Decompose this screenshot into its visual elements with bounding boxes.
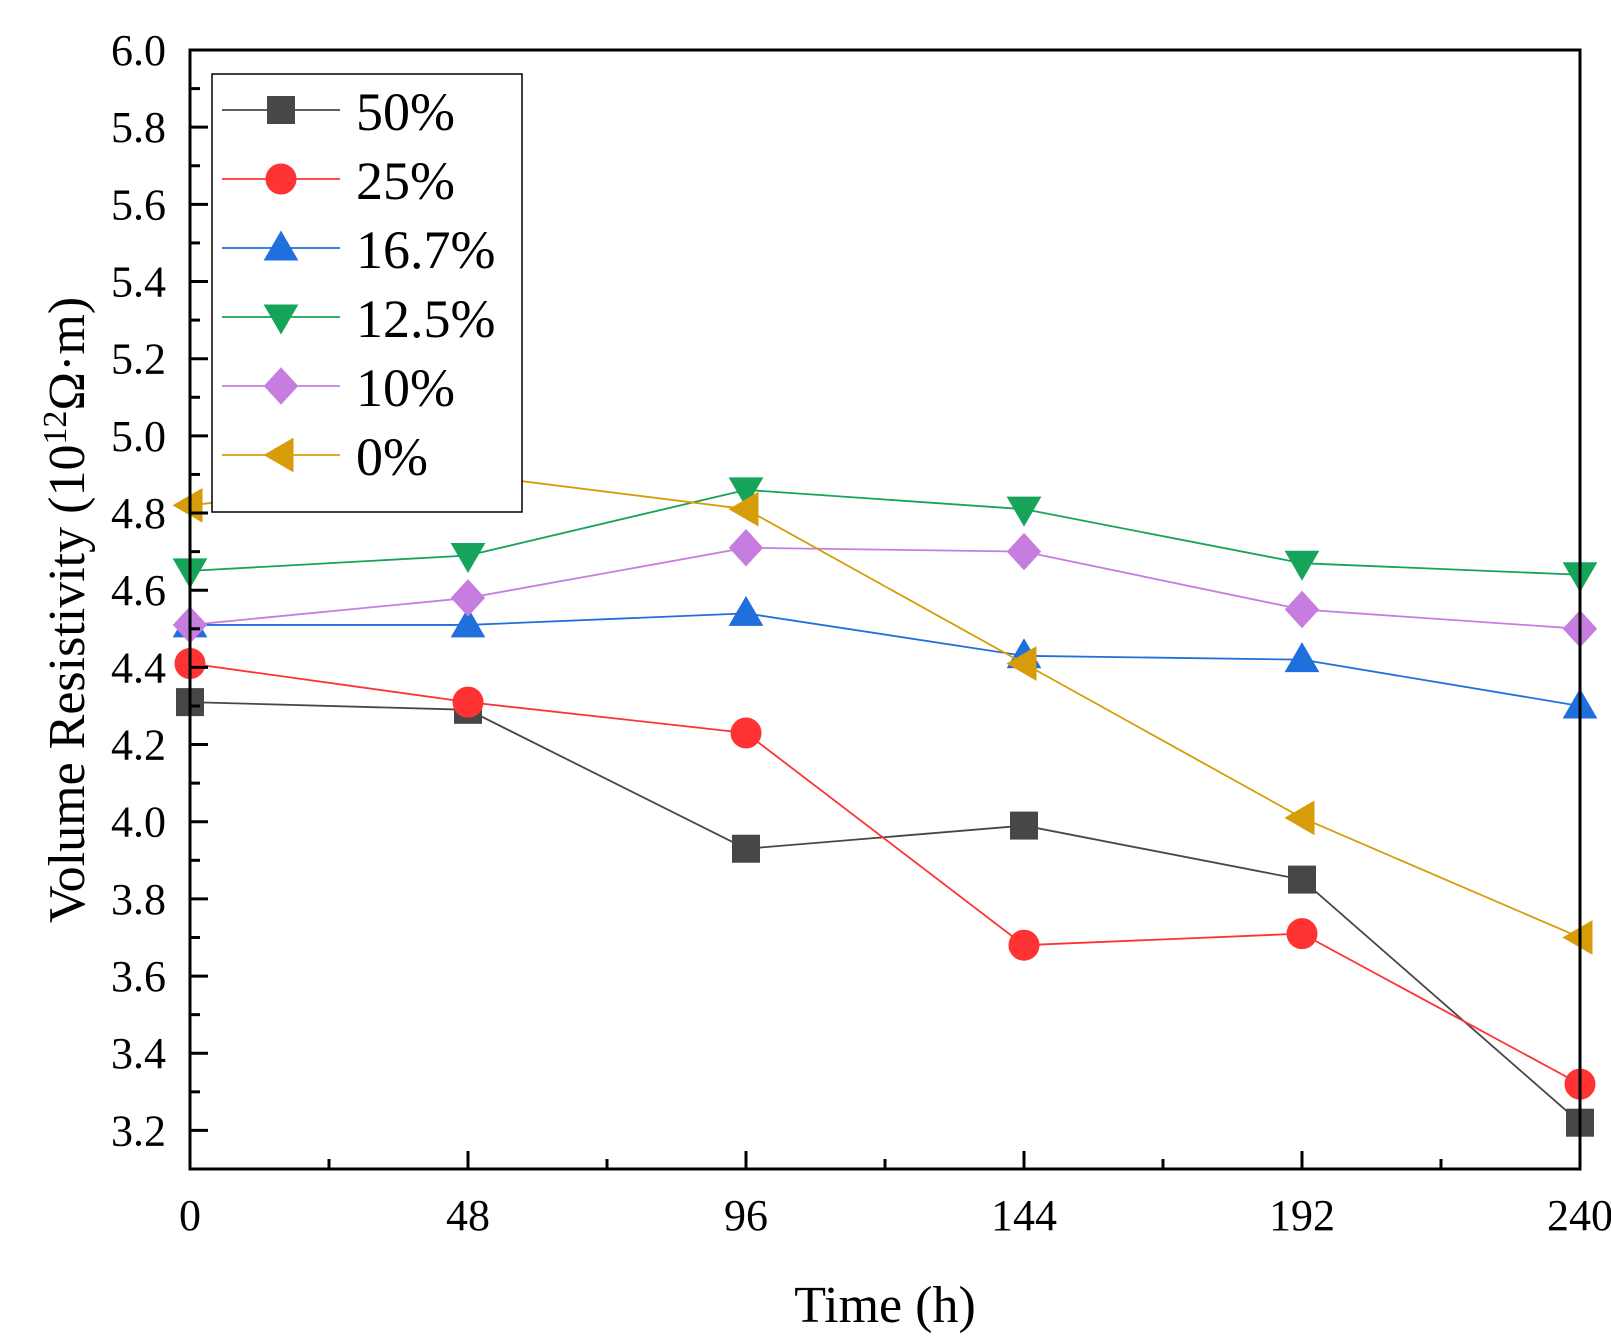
- data-point-25pct: [452, 686, 484, 718]
- legend-marker: [263, 437, 294, 473]
- y-axis-ticks: 3.2 3.4 3.6 3.8 4.0 4.2 4.4 4.6 4.8 5.0 5.2 5.4 5.6 5…: [111, 26, 208, 1155]
- y-tick-label: 3.2: [111, 1106, 166, 1155]
- y-tick-label: 3.4: [111, 1029, 166, 1078]
- y-tick-label: 3.8: [111, 875, 166, 924]
- data-point-10pct: [450, 579, 486, 617]
- x-tick-label: 0: [179, 1191, 201, 1240]
- legend-marker: [265, 163, 297, 195]
- y-axis-title-suffix: Ω·m): [39, 297, 96, 411]
- legend-label: 0%: [356, 427, 428, 487]
- y-tick-label: 4.2: [111, 721, 166, 770]
- x-axis-title: Time (h): [794, 1277, 976, 1334]
- legend-label: 10%: [356, 358, 455, 418]
- legend-label: 16.7%: [356, 220, 495, 280]
- data-point-16-7pct: [450, 607, 486, 638]
- data-point-0pct: [1562, 920, 1593, 955]
- series-line-16-7pct: [190, 612, 1581, 707]
- series-0pct: [172, 457, 1593, 955]
- y-tick-label: 3.6: [111, 952, 166, 1001]
- x-tick-label: 48: [446, 1191, 490, 1240]
- data-point-0pct: [172, 487, 203, 523]
- legend: 50% 25% 16.7% 12.5% 10% 0%: [211, 73, 523, 513]
- series-line-10pct: [189, 546, 1581, 630]
- y-tick-label: 5.8: [111, 103, 166, 152]
- series-50pct: [176, 688, 1594, 1137]
- legend-box: [211, 73, 523, 513]
- data-point-10pct: [728, 529, 764, 567]
- data-point-50pct: [1010, 811, 1038, 840]
- y-tick-label: 5.6: [111, 180, 166, 229]
- legend-marker: [263, 230, 299, 261]
- x-tick-label: 144: [991, 1191, 1057, 1240]
- data-point-16-7pct: [728, 595, 764, 626]
- y-tick-label: 4.8: [111, 489, 166, 538]
- legend-label: 50%: [356, 82, 455, 142]
- data-point-0pct: [1006, 646, 1037, 681]
- x-axis-ticks: 0 48 96 144 192 240: [179, 1151, 1611, 1240]
- data-point-12-5pct: [728, 477, 764, 508]
- x-tick-label: 240: [1547, 1191, 1611, 1240]
- data-point-12-5pct: [1284, 550, 1320, 581]
- data-point-25pct: [1286, 918, 1318, 950]
- data-point-0pct: [728, 491, 759, 527]
- legend-label: 25%: [356, 151, 455, 211]
- data-point-25pct: [1008, 929, 1040, 961]
- series-line-12-5pct: [189, 488, 1581, 576]
- y-tick-label: 5.0: [111, 412, 166, 461]
- legend-marker: [263, 367, 299, 405]
- data-point-16-7pct: [1284, 642, 1320, 673]
- series-10pct: [172, 529, 1598, 648]
- y-tick-label: 6.0: [111, 26, 166, 75]
- data-point-10pct: [1006, 532, 1042, 571]
- y-axis-title-prefix: Volume Resistivity (10: [39, 445, 96, 924]
- data-point-12-5pct: [450, 542, 486, 573]
- y-tick-label: 5.4: [111, 258, 166, 307]
- series-line-50pct: [189, 701, 1581, 1124]
- x-tick-label: 192: [1269, 1191, 1335, 1240]
- data-point-0pct: [1284, 800, 1315, 836]
- legend-marker: [263, 304, 299, 335]
- x-tick-label: 96: [724, 1191, 768, 1240]
- y-tick-label: 5.2: [111, 335, 166, 384]
- data-point-50pct: [1288, 865, 1316, 894]
- data-point-50pct: [732, 834, 760, 863]
- y-tick-label: 4.4: [111, 643, 166, 692]
- series-line-25pct: [189, 662, 1581, 1085]
- data-point-12-5pct: [1006, 496, 1042, 527]
- series-layer: [172, 457, 1598, 1137]
- y-tick-label: 4.6: [111, 566, 166, 615]
- series-line-0pct: [189, 473, 1581, 939]
- y-axis-title-superscript: 12: [37, 411, 74, 445]
- legend-marker: [267, 96, 295, 124]
- y-tick-label: 4.0: [111, 798, 166, 847]
- legend-label: 12.5%: [356, 289, 495, 349]
- data-point-25pct: [730, 717, 762, 749]
- series-12-5pct: [172, 477, 1598, 593]
- series-25pct: [174, 648, 1596, 1100]
- y-axis-title: Volume Resistivity (1012Ω·m): [37, 297, 96, 923]
- data-point-10pct: [1284, 590, 1320, 629]
